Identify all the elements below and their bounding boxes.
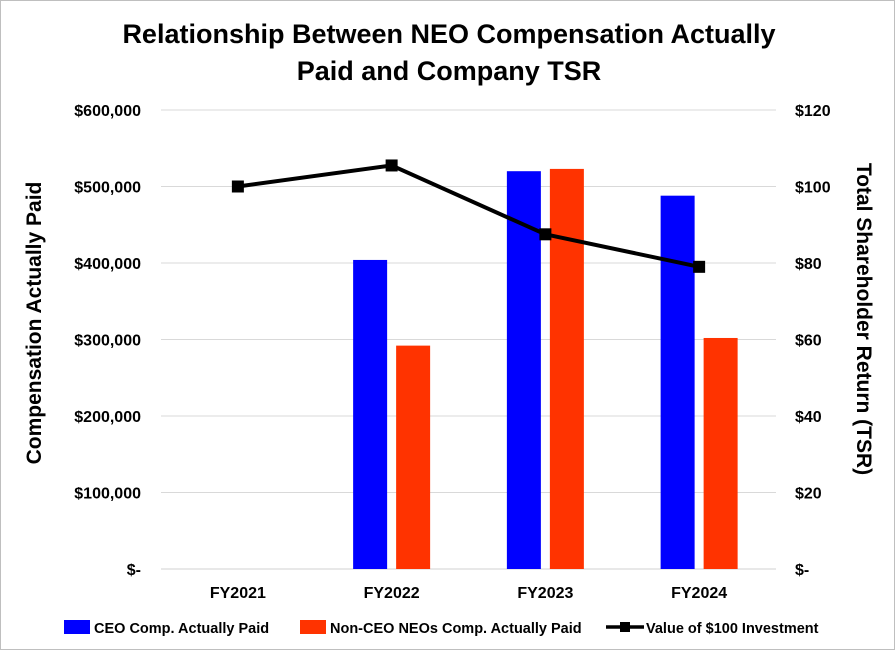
legend: CEO Comp. Actually Paid Non-CEO NEOs Comp… bbox=[64, 620, 819, 637]
left-axis-tick-label: $300,000 bbox=[74, 333, 141, 350]
tsr-line bbox=[231, 159, 706, 273]
x-axis-ticks: FY2021 FY2022 FY2023 FY2024 bbox=[210, 585, 727, 602]
chart-title-line-1: Relationship Between NEO Compensation Ac… bbox=[122, 19, 775, 49]
chart-title-line-2: Paid and Company TSR bbox=[297, 56, 602, 86]
left-axis-tick-label: $200,000 bbox=[74, 409, 141, 426]
legend-label-non-ceo: Non-CEO NEOs Comp. Actually Paid bbox=[330, 621, 582, 637]
right-axis-tick-label: $80 bbox=[795, 256, 822, 273]
right-axis-tick-label: $40 bbox=[795, 409, 822, 426]
bar-ceo-fy2023 bbox=[506, 171, 541, 569]
tsr-point-fy2024 bbox=[693, 260, 706, 273]
bar-non-ceo-fy2023 bbox=[549, 168, 584, 569]
tsr-point-fy2021 bbox=[231, 180, 244, 193]
x-axis-tick-label: FY2022 bbox=[364, 585, 420, 602]
left-axis-tick-label: $100,000 bbox=[74, 486, 141, 503]
legend-swatch-non-ceo bbox=[300, 620, 326, 634]
right-axis-tick-label: $- bbox=[795, 562, 809, 579]
tsr-point-fy2023 bbox=[539, 228, 552, 241]
right-axis-ticks: $- $20 $40 $60 $80 $100 $120 bbox=[795, 103, 831, 579]
right-axis-tick-label: $20 bbox=[795, 486, 822, 503]
x-axis-tick-label: FY2021 bbox=[210, 585, 266, 602]
gridlines bbox=[161, 109, 776, 570]
legend-swatch-ceo bbox=[64, 620, 90, 634]
tsr-line-path bbox=[237, 163, 700, 269]
right-axis-tick-label: $120 bbox=[795, 103, 831, 120]
chart-title: Relationship Between NEO Compensation Ac… bbox=[122, 19, 775, 86]
bar-ceo-fy2022 bbox=[353, 259, 388, 569]
left-axis-tick-label: $600,000 bbox=[74, 103, 141, 120]
left-axis-title: Compensation Actually Paid bbox=[23, 182, 46, 465]
right-axis-tick-label: $60 bbox=[795, 333, 822, 350]
bars bbox=[353, 168, 738, 569]
left-axis-tick-label: $500,000 bbox=[74, 180, 141, 197]
left-axis-tick-label: $400,000 bbox=[74, 256, 141, 273]
x-axis-tick-label: FY2024 bbox=[671, 585, 727, 602]
legend-label-tsr: Value of $100 Investment bbox=[646, 621, 819, 637]
left-axis-tick-label: $- bbox=[127, 562, 141, 579]
legend-label-ceo: CEO Comp. Actually Paid bbox=[94, 621, 269, 637]
tsr-point-fy2022 bbox=[385, 159, 398, 172]
right-axis-title: Total Shareholder Return (TSR) bbox=[852, 163, 875, 475]
x-axis-tick-label: FY2023 bbox=[517, 585, 573, 602]
bar-non-ceo-fy2024 bbox=[703, 337, 738, 569]
right-axis-tick-label: $100 bbox=[795, 180, 831, 197]
left-axis-ticks: $- $100,000 $200,000 $300,000 $400,000 $500,0… bbox=[74, 103, 141, 579]
bar-ceo-fy2024 bbox=[660, 195, 695, 569]
legend-swatch-marker bbox=[620, 622, 630, 632]
bar-non-ceo-fy2022 bbox=[396, 345, 431, 569]
